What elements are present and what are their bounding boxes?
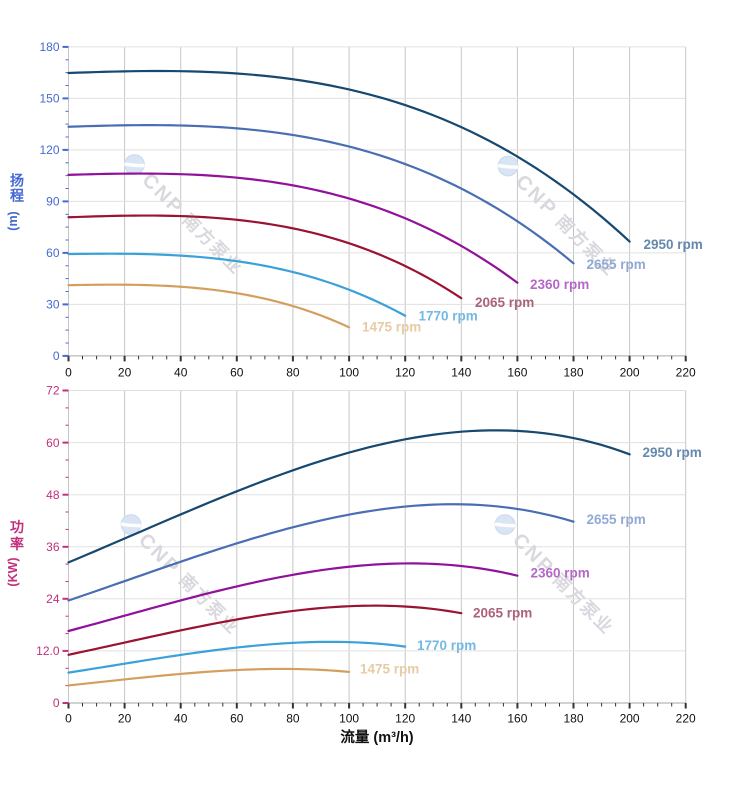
svg-text:功: 功	[10, 519, 24, 535]
svg-text:60: 60	[230, 712, 244, 726]
svg-text:1475 rpm: 1475 rpm	[360, 662, 419, 677]
svg-text:2655 rpm: 2655 rpm	[587, 257, 646, 272]
svg-text:1475 rpm: 1475 rpm	[362, 320, 421, 335]
svg-text:扬: 扬	[10, 172, 24, 188]
svg-text:0: 0	[65, 712, 72, 726]
svg-text:160: 160	[507, 712, 527, 726]
svg-text:24: 24	[46, 592, 60, 606]
svg-text:程: 程	[10, 188, 24, 204]
svg-text:20: 20	[118, 365, 132, 379]
svg-text:150: 150	[39, 92, 59, 106]
svg-text:2360 rpm: 2360 rpm	[530, 277, 589, 292]
svg-text:12.0: 12.0	[36, 644, 60, 658]
svg-text:72: 72	[46, 384, 60, 398]
svg-text:2065 rpm: 2065 rpm	[475, 295, 534, 310]
svg-text:2655 rpm: 2655 rpm	[587, 512, 646, 527]
svg-text:流量 (m³/h): 流量 (m³/h)	[340, 728, 413, 746]
svg-text:100: 100	[339, 712, 359, 726]
svg-text:30: 30	[46, 298, 60, 312]
svg-text:1770 rpm: 1770 rpm	[417, 638, 476, 653]
svg-text:0: 0	[53, 349, 60, 363]
svg-text:2360 rpm: 2360 rpm	[531, 566, 590, 581]
svg-text:20: 20	[118, 712, 132, 726]
svg-text:2065 rpm: 2065 rpm	[473, 606, 532, 621]
svg-text:2950 rpm: 2950 rpm	[643, 445, 702, 460]
svg-text:140: 140	[451, 365, 471, 379]
svg-text:率: 率	[10, 536, 24, 552]
svg-text:220: 220	[676, 365, 696, 379]
svg-text:0: 0	[65, 365, 72, 379]
svg-text:40: 40	[174, 712, 188, 726]
svg-text:2950 rpm: 2950 rpm	[644, 237, 703, 252]
svg-text:140: 140	[451, 712, 471, 726]
svg-text:(m): (m)	[6, 211, 20, 230]
svg-text:0: 0	[53, 696, 60, 710]
svg-text:(KW): (KW)	[6, 557, 20, 586]
svg-text:60: 60	[46, 246, 60, 260]
svg-text:200: 200	[620, 712, 640, 726]
svg-text:90: 90	[46, 195, 60, 209]
svg-text:220: 220	[676, 712, 696, 726]
svg-text:120: 120	[39, 143, 59, 157]
svg-text:1770 rpm: 1770 rpm	[419, 309, 478, 324]
svg-text:36: 36	[46, 540, 60, 554]
svg-text:48: 48	[46, 488, 60, 502]
svg-text:80: 80	[286, 365, 300, 379]
svg-text:160: 160	[507, 365, 527, 379]
svg-text:80: 80	[286, 712, 300, 726]
svg-text:120: 120	[395, 365, 415, 379]
svg-text:180: 180	[563, 365, 583, 379]
svg-text:60: 60	[230, 365, 244, 379]
svg-text:200: 200	[620, 365, 640, 379]
svg-text:180: 180	[39, 40, 59, 54]
svg-text:60: 60	[46, 436, 60, 450]
svg-text:120: 120	[395, 712, 415, 726]
svg-text:40: 40	[174, 365, 188, 379]
svg-text:100: 100	[339, 365, 359, 379]
svg-text:180: 180	[563, 712, 583, 726]
